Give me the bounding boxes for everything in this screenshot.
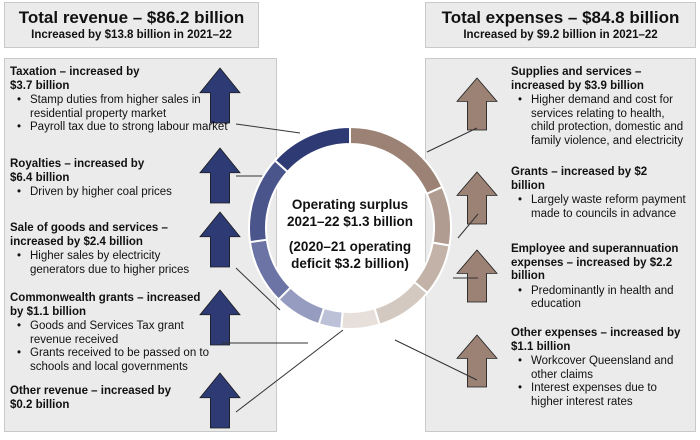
expense-item-title: Employee and superannuation expenses – i…	[511, 243, 679, 282]
donut-segment-grants	[425, 185, 452, 247]
expense-item-employee: Employee and superannuation expenses – i…	[511, 243, 691, 312]
connector-line	[235, 329, 344, 413]
connector-line	[457, 213, 479, 239]
center-line-4: deficit $3.2 billion)	[291, 256, 409, 271]
connector-line	[235, 267, 281, 311]
revenue-subtitle: Increased by $13.8 billion in 2021–22	[31, 29, 232, 41]
expense-up-arrow-icon	[456, 77, 498, 131]
revenue-item-title: Commonwealth grants – increased by $1.1 …	[10, 292, 201, 318]
revenue-item-title: Other revenue – increased by $0.2 billio…	[10, 385, 172, 411]
revenue-item-sale-of-goods: Sale of goods and services – increased b…	[10, 222, 200, 277]
expense-up-arrow-icon	[456, 171, 498, 225]
expense-item-title: Supplies and services – increased by $3.…	[511, 66, 644, 92]
revenue-up-arrow-icon	[199, 372, 241, 429]
revenue-bullet: Higher sales by electricity generators d…	[10, 250, 200, 277]
revenue-bullet: Goods and Services Tax grant revenue rec…	[10, 320, 215, 347]
revenue-item-title: Sale of goods and services – increased b…	[10, 222, 168, 248]
expense-item-supplies: Supplies and services – increased by $3.…	[511, 66, 691, 148]
revenue-item-commonwealth-grants: Commonwealth grants – increased by $1.1 …	[10, 292, 215, 374]
expense-item-title: Grants – increased by $2 billion	[511, 166, 648, 192]
expense-bullet: Workcover Queensland and other claims	[511, 355, 691, 382]
revenue-bullet: Stamp duties from higher sales in reside…	[10, 94, 240, 121]
expense-bullet: Higher demand and cost for services rela…	[511, 94, 691, 148]
expenses-subtitle: Increased by $9.2 billion in 2021–22	[463, 29, 658, 41]
expense-up-arrow-icon	[456, 249, 498, 303]
connector-line	[426, 127, 478, 153]
connector-lines	[222, 123, 479, 413]
expense-bullet: Largely waste reform payment made to cou…	[511, 194, 691, 221]
revenue-item-other: Other revenue – increased by $0.2 billio…	[10, 385, 190, 412]
donut-segment-expense-remainder	[340, 307, 381, 330]
revenue-title: Total revenue – $86.2 billion	[18, 8, 245, 27]
revenue-item-taxation: Taxation – increased by $3.7 billion Sta…	[10, 66, 240, 135]
revenue-up-arrow-icon	[199, 289, 241, 346]
expense-bullet: Predominantly in health and education	[511, 285, 691, 312]
operating-surplus-label: Operating surplus 2021–22 $1.3 billion (…	[280, 196, 420, 272]
expense-up-arrow-icon	[456, 334, 498, 388]
expenses-header: Total expenses – $84.8 billion Increased…	[425, 2, 696, 48]
donut-segment-supplies	[349, 125, 444, 196]
expenses-title: Total expenses – $84.8 billion	[441, 8, 680, 27]
revenue-bullet: Grants received to be passed on to schoo…	[10, 347, 215, 374]
revenue-item-royalties: Royalties – increased by $6.4 billion Dr…	[10, 158, 240, 200]
revenue-bullet: Driven by higher coal prices	[10, 186, 240, 200]
donut-segment-taxation	[273, 125, 351, 174]
operating-surplus-donut	[248, 125, 452, 330]
connector-line	[394, 339, 478, 381]
revenue-item-title: Taxation – increased by $3.7 billion	[10, 66, 140, 92]
center-line-3: (2020–21 operating	[288, 239, 412, 254]
revenue-up-arrow-icon	[199, 211, 241, 268]
center-line-1: Operating surplus	[291, 197, 409, 212]
revenue-bullet: Payroll tax due to strong labour market	[10, 121, 240, 135]
expense-item-other: Other expenses – increased by $1.1 billi…	[511, 327, 691, 409]
donut-segment-other-expenses	[373, 280, 429, 326]
revenue-item-title: Royalties – increased by $6.4 billion	[10, 158, 145, 184]
expense-bullet: Interest expenses due to higher interest…	[511, 382, 691, 409]
revenue-up-arrow-icon	[199, 147, 241, 204]
arrows-group	[199, 67, 498, 429]
expense-item-grants: Grants – increased by $2 billion Largely…	[511, 166, 691, 221]
expense-item-title: Other expenses – increased by $1.1 billi…	[511, 327, 681, 353]
connector-line	[235, 123, 301, 134]
center-line-2: 2021–22 $1.3 billion	[286, 214, 414, 229]
revenue-header: Total revenue – $86.2 billion Increased …	[4, 2, 259, 48]
